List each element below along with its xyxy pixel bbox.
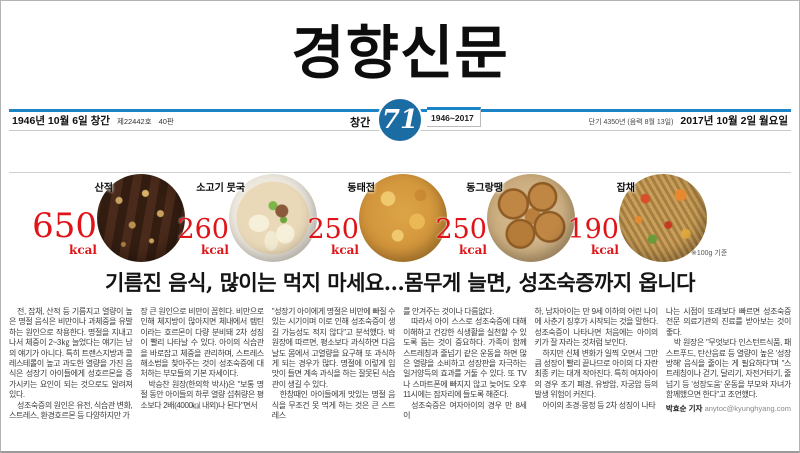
food-kcal-unit: kcal [201, 243, 229, 257]
food-strip-rule [9, 172, 791, 173]
article-column-6: 나는 시점이 또래보다 빠르면 성조숙증 전문 의료기관의 진료를 받아보는 것… [665, 307, 792, 421]
paragraph: 성조숙증의 원인은 유전, 식습관 변화, 스트레스, 환경호르몬 등 다양하지… [9, 400, 133, 421]
paragraph: 아이의 초경·몽정 등 2차 성징이 나타 [542, 400, 656, 410]
issue-number: 제22442호 [116, 117, 152, 126]
publication-date: 2017년 10월 2일 월요일 [680, 115, 788, 127]
food-kcal-value: 250 [307, 214, 359, 245]
paragraph: 전, 잡채, 산적 등 기름지고 열량이 높은 명절 음식은 비만이나 과체중을… [9, 307, 133, 400]
food-item-japchae: 잡채 190 kcal [567, 172, 717, 266]
food-photo-sanjeok [97, 174, 185, 262]
reporter-email: anytoc@kyunghyang.com [704, 403, 791, 413]
food-kcal-value: 250 [435, 214, 487, 245]
food-name: 잡채 [616, 183, 635, 194]
food-name: 산적 [94, 183, 113, 194]
food-photo-beef-radish-soup [229, 174, 317, 262]
food-kcal-unit: kcal [459, 243, 487, 257]
food-kcal-unit: kcal [69, 243, 97, 257]
article-column-5: 하, 남자아이는 만 9세 이하의 어린 나이에 사춘기 징후가 시작되는 것을… [534, 307, 659, 421]
article-headline: 기름진 음식, 많이는 먹지 마세요…몸무게 늘면, 성조숙증까지 옵니다 [105, 270, 695, 295]
food-item-donggeurangttaeng: 동그랑땡 250 kcal [435, 172, 585, 266]
article-column-2: 장 큰 원인으로 비만이 꼽힌다. 비만으로 인해 체지방이 많아지면 체내에서… [140, 307, 264, 421]
food-name: 동태전 [347, 183, 375, 194]
article-column-4: 를 안겨주는 것이나 다름없다. 따라서 아이 스스로 성조숙증에 대해 이해하… [403, 307, 527, 421]
food-photo-dongtae-jeon [359, 174, 447, 262]
paragraph: 나는 시점이 또래보다 빠르면 성조숙증 전문 의료기관의 진료를 받아보는 것… [665, 307, 792, 337]
paragraph: 따라서 아이 스스로 성조숙증에 대해 이해하고 건강한 식생활을 실천할 수 … [403, 317, 527, 400]
food-photo-japchae [619, 174, 707, 262]
newspaper-masthead-title: 경향신문 [291, 19, 509, 87]
per-100g-note: ※100g 기준 [691, 250, 728, 257]
article-column-1: 전, 잡채, 산적 등 기름지고 열량이 높은 명절 음식은 비만이나 과체중을… [9, 307, 133, 421]
paragraph: "성장기 아이에게 명절은 비만에 빠질 수 있는 시기이며 이로 인해 성조숙… [271, 307, 396, 389]
paragraph: 성조숙증은 여자아이의 경우 만 8세 이 [403, 400, 527, 421]
founded-date: 1946년 10월 6일 창간 [12, 115, 110, 127]
food-name: 소고기 뭇국 [196, 183, 245, 194]
food-item-beef-radish-soup: 소고기 뭇국 260 kcal [177, 172, 327, 266]
dateline-right: 단기 4350년 (음력 8월 13일) 2017년 10월 2일 월요일 [589, 113, 788, 128]
reporter-name: 박효순 기자 [665, 403, 703, 413]
food-photo-donggeurangttaeng [487, 174, 575, 262]
article-column-3: "성장기 아이에게 명절은 비만에 빠질 수 있는 시기이며 이로 인해 성조숙… [271, 307, 396, 421]
paragraph: 장 큰 원인으로 비만이 꼽힌다. 비만으로 인해 체지방이 많아지면 체내에서… [140, 307, 264, 379]
food-kcal-value: 650 [32, 206, 97, 246]
dateline-left: 1946년 10월 6일 창간 제22442호 40판 [12, 113, 174, 128]
paragraph: 하, 남자아이는 만 9세 이하의 어린 나이에 사춘기 징후가 시작되는 것을… [534, 307, 659, 348]
edition-number: 40판 [158, 117, 174, 126]
food-kcal-unit: kcal [331, 243, 359, 257]
food-item-sanjeok: 산적 650 kcal [32, 172, 195, 266]
food-item-dongtae-jeon: 동태전 250 kcal [307, 172, 457, 266]
lunar-date: 단기 4350년 (음력 8월 13일) [588, 119, 674, 126]
anniversary-71-badge: 71 [377, 97, 423, 143]
anniversary-label: 창간 [350, 117, 371, 129]
food-name: 동그랑땡 [466, 183, 503, 194]
paragraph: 하지만 신체 변화가 일찍 오면서 그만큼 성장이 빨리 끝나므로 아이의 다 … [534, 348, 659, 400]
anniversary-year-range: 1946~2017 [427, 107, 481, 127]
paragraph: 박 원장은 "무엇보다 인스턴트식품, 패스트푸드, 탄산음료 등 열량이 높은… [665, 338, 792, 400]
food-kcal-value: 260 [177, 214, 229, 245]
food-kcal-value: 190 [567, 214, 619, 245]
food-kcal-unit: kcal [591, 243, 619, 257]
article-body: 전, 잡채, 산적 등 기름지고 열량이 높은 명절 음식은 비만이나 과체중을… [9, 307, 791, 421]
paragraph: 박승찬 원장(한의학 박사)은 "보통 명절 동안 아이들의 하루 열량 섭취량… [140, 379, 264, 410]
paragraph: 한창때인 아이들에게 맛있는 명절 음식을 무조건 못 먹게 하는 것은 큰 스… [271, 390, 396, 421]
paragraph: 를 안겨주는 것이나 다름없다. [403, 307, 494, 316]
byline: 박효순 기자 anytoc@kyunghyang.com [666, 404, 791, 414]
